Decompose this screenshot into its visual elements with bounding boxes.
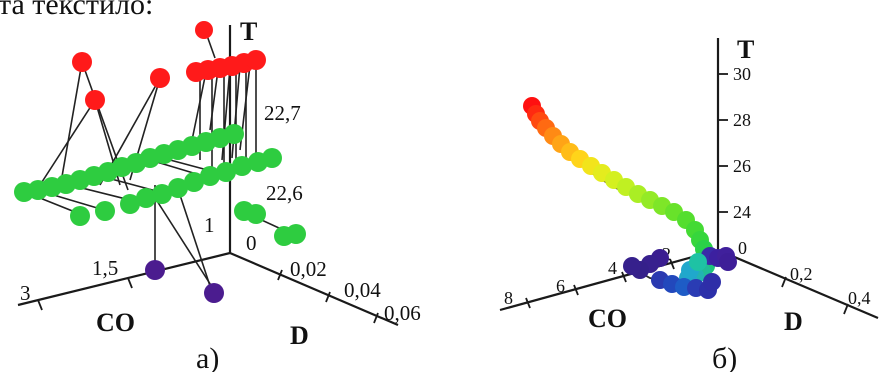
data-point [719, 253, 737, 271]
panel-b-co-tick-label: 6 [556, 276, 565, 296]
panel-b-axis-label-co: CO [588, 304, 627, 333]
panel-a-co-tick-1-5 [127, 277, 133, 289]
data-point [246, 204, 266, 224]
data-point [72, 52, 92, 72]
panel-a-d-tick-label: 0,06 [384, 301, 421, 325]
data-point [70, 206, 90, 226]
panel-a-caption: а) [196, 342, 219, 372]
panel-a-green-series [14, 124, 306, 246]
panel-a-d-tick [373, 312, 379, 324]
panel-b-axis-d [717, 248, 879, 320]
data-point [262, 148, 282, 168]
panel-a-d-tick [325, 291, 331, 303]
panel-b-co-tick [525, 297, 531, 309]
data-point [286, 224, 306, 244]
panel-a-t-tick-label: 22,6 [266, 181, 303, 205]
data-point [200, 166, 220, 186]
data-point [689, 253, 707, 271]
panel-a-axis-co [17, 251, 231, 307]
data-point [623, 257, 641, 275]
panel-b-chart: T CO D 30 28 26 24 8 6 4 2 0 0,2 0,4 [499, 35, 879, 372]
data-point [145, 260, 165, 280]
panel-a-purple-series [145, 260, 224, 303]
panel-b-d-tick-label: 0,4 [848, 288, 871, 308]
panel-a-d-tick-label: 0,02 [290, 257, 327, 281]
data-point [152, 184, 172, 204]
panel-b-co-tick-label: 4 [608, 258, 617, 278]
panel-a-co-tick-label: 3 [20, 281, 31, 305]
panel-b-co-tick [669, 258, 675, 270]
data-point [232, 156, 252, 176]
data-point [224, 124, 244, 144]
panel-b-t-tick-label: 24 [733, 202, 751, 222]
panel-a-axis-label-d: D [290, 321, 309, 350]
data-point [184, 172, 204, 192]
data-point [703, 273, 721, 291]
data-point [216, 162, 236, 182]
panel-a-co-tick-3 [37, 299, 43, 311]
panel-b-t-tick-label: 26 [733, 156, 751, 176]
data-point [168, 178, 188, 198]
panel-b-co-tick [573, 284, 579, 296]
data-point [85, 90, 105, 110]
panel-b-axis-label-d: D [784, 307, 803, 336]
panel-a-axis-d [229, 251, 399, 327]
data-point [246, 50, 266, 70]
panel-a-d-tick [277, 269, 283, 281]
panel-a-extra-tick-label: 1 [204, 213, 215, 237]
panel-a-red-series [72, 21, 266, 110]
panel-b-trajectory-points [523, 97, 737, 299]
panel-b-t-tick-label: 28 [733, 110, 751, 130]
panel-a-chart: T CO D 3 1,5 0 0,02 0,04 0,06 22,7 22,6 … [14, 17, 421, 372]
panel-b-d-tick [843, 303, 849, 315]
panel-b-caption: б) [712, 342, 737, 372]
data-point [204, 283, 224, 303]
panel-b-d-tick-label: 0,2 [790, 264, 813, 284]
header-text: та текстило: [0, 0, 153, 21]
panel-b-axis-label-t: T [737, 35, 754, 64]
data-point [95, 201, 115, 221]
panel-a-axis-label-co: CO [96, 308, 135, 337]
panel-a-d-tick-label: 0 [246, 231, 257, 255]
data-point [120, 194, 140, 214]
panel-b-d-tick [781, 276, 787, 288]
panel-b-axis-co [499, 248, 719, 312]
data-point [136, 188, 156, 208]
panel-a-axis-label-t: T [240, 17, 257, 46]
panel-a-co-tick-label: 1,5 [92, 256, 118, 280]
panel-a-d-tick-label: 0,04 [344, 278, 381, 302]
panel-b-co-tick [621, 271, 627, 283]
panel-a-t-tick-label: 22,7 [264, 101, 301, 125]
panel-b-d-tick-label: 0 [738, 238, 747, 258]
data-point [195, 21, 213, 39]
data-point [150, 68, 170, 88]
panel-b-t-tick-label: 30 [733, 64, 751, 84]
panel-b-co-tick-label: 8 [504, 288, 513, 308]
